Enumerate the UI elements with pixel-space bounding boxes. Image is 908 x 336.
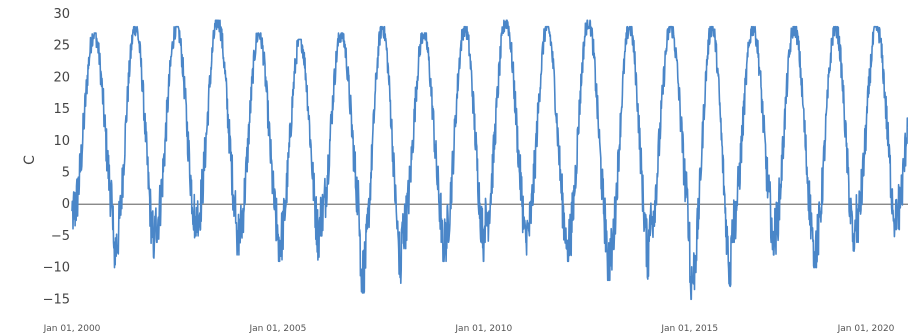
y-axis-title: C (22, 155, 38, 165)
x-axis: Jan 01, 2000 Jan 01, 2005 Jan 01, 2010 Jan … (43, 324, 895, 334)
y-tick-label: −5 (51, 229, 70, 244)
y-tick-label: 20 (53, 70, 70, 85)
y-tick-label: 15 (53, 102, 70, 117)
y-tick-label: 10 (53, 134, 70, 149)
y-tick-label: 25 (53, 39, 70, 54)
temperature-series-line (71, 19, 908, 301)
x-tick-label: Jan 01, 2005 (249, 324, 307, 334)
y-tick-label: −15 (43, 292, 70, 307)
y-tick-label: 0 (62, 197, 70, 212)
y-axis: 30 25 20 15 10 5 0 −5 −10 −15 (43, 7, 70, 307)
x-tick-label: Jan 01, 2000 (43, 324, 101, 334)
x-tick-label: Jan 01, 2015 (660, 324, 718, 334)
y-tick-label: 30 (53, 7, 70, 22)
y-tick-label: 5 (62, 166, 70, 181)
y-tick-label: −10 (43, 261, 70, 276)
x-tick-label: Jan 01, 2010 (454, 324, 512, 334)
x-tick-label: Jan 01, 2020 (837, 324, 895, 334)
